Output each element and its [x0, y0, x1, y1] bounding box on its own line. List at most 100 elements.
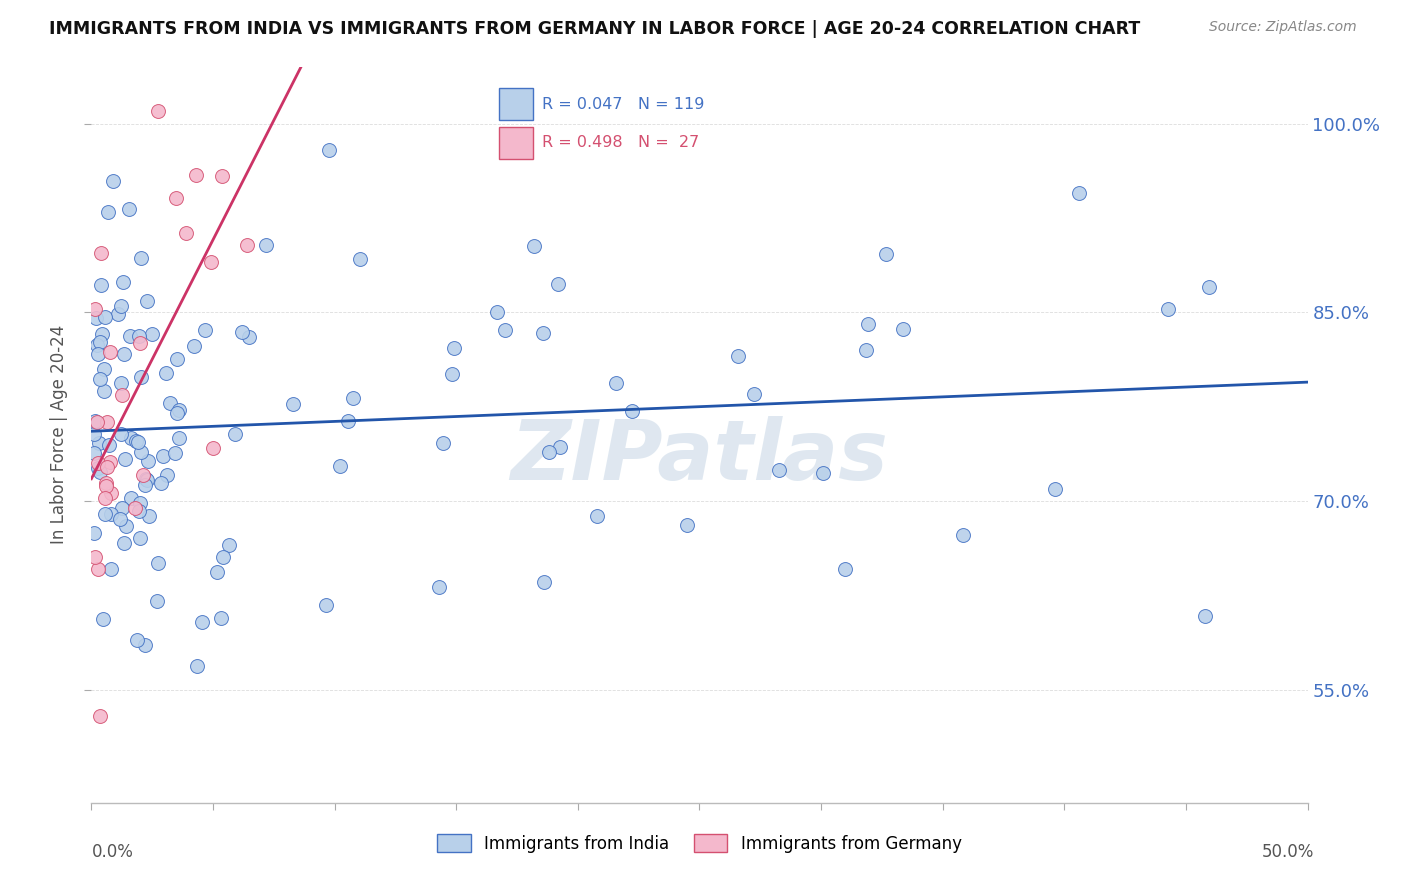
Point [128, 504, 150, 518]
Point [432, 435, 454, 450]
Point [205, 566, 228, 580]
Point [329, 459, 352, 474]
Point [129, 496, 152, 510]
Point [86, 415, 108, 429]
Point [443, 341, 465, 355]
Point [768, 463, 790, 477]
Point [136, 294, 159, 309]
Point [152, 449, 174, 463]
Point [124, 500, 146, 515]
Point [110, 427, 132, 442]
Point [89, 465, 111, 479]
Point [134, 638, 156, 652]
Point [201, 441, 224, 455]
Point [135, 473, 157, 487]
Point [103, 174, 125, 188]
Point [111, 388, 134, 402]
Point [138, 508, 160, 523]
Point [114, 451, 136, 466]
Point [349, 252, 371, 266]
Point [115, 518, 138, 533]
Point [209, 611, 232, 625]
Text: ZIPatlas: ZIPatlas [510, 417, 889, 498]
Point [875, 246, 897, 260]
Legend: Immigrants from India, Immigrants from Germany: Immigrants from India, Immigrants from G… [430, 827, 969, 859]
Point [283, 397, 305, 411]
Point [146, 594, 169, 608]
Text: Source: ZipAtlas.com: Source: ZipAtlas.com [1209, 20, 1357, 34]
Point [118, 202, 141, 216]
Point [855, 343, 877, 358]
Point [90, 245, 112, 260]
Point [84, 550, 107, 565]
Point [129, 445, 152, 459]
Point [129, 251, 152, 265]
Point [111, 500, 134, 515]
Point [218, 538, 240, 552]
Point [93, 384, 115, 398]
Point [166, 406, 188, 420]
Point [194, 323, 217, 337]
Text: 50.0%: 50.0% [1263, 843, 1315, 861]
Point [727, 349, 749, 363]
Point [146, 103, 169, 118]
Point [167, 402, 190, 417]
Point [134, 478, 156, 492]
Point [183, 338, 205, 352]
Point [191, 615, 214, 629]
Point [200, 254, 222, 268]
Point [132, 467, 155, 482]
Point [127, 435, 149, 450]
Point [1157, 301, 1180, 316]
Point [135, 472, 157, 486]
Point [120, 432, 142, 446]
Point [318, 143, 340, 157]
Point [165, 446, 187, 460]
Point [211, 550, 233, 565]
Point [159, 396, 181, 410]
Y-axis label: In Labor Force | Age 20-24: In Labor Force | Age 20-24 [51, 326, 69, 544]
Point [238, 330, 260, 344]
Point [231, 325, 253, 339]
Point [605, 376, 627, 391]
Point [155, 367, 177, 381]
Point [91, 326, 114, 341]
Point [236, 238, 259, 252]
Point [87, 347, 110, 361]
Point [174, 226, 197, 240]
Point [141, 326, 163, 341]
Point [148, 556, 170, 570]
Point [531, 326, 554, 340]
Point [834, 562, 856, 576]
Point [533, 574, 555, 589]
Point [87, 456, 110, 470]
Text: 0.0%: 0.0% [91, 843, 134, 861]
Point [84, 414, 107, 428]
Point [107, 307, 129, 321]
Point [91, 612, 114, 626]
Point [100, 508, 122, 522]
Point [96, 475, 118, 490]
Point [523, 239, 546, 253]
Point [1043, 482, 1066, 496]
Point [1198, 280, 1220, 294]
Point [110, 299, 132, 313]
Point [184, 168, 207, 182]
Point [112, 347, 135, 361]
Point [84, 311, 107, 326]
Point [744, 387, 766, 401]
Point [224, 426, 246, 441]
Point [98, 345, 121, 359]
Point [129, 531, 152, 545]
Point [254, 238, 277, 252]
Point [136, 454, 159, 468]
Point [97, 438, 120, 452]
Point [110, 376, 132, 390]
Point [1194, 608, 1216, 623]
Point [112, 275, 135, 289]
Point [427, 580, 450, 594]
Point [952, 527, 974, 541]
Point [87, 435, 110, 450]
Point [538, 444, 561, 458]
Point [156, 468, 179, 483]
